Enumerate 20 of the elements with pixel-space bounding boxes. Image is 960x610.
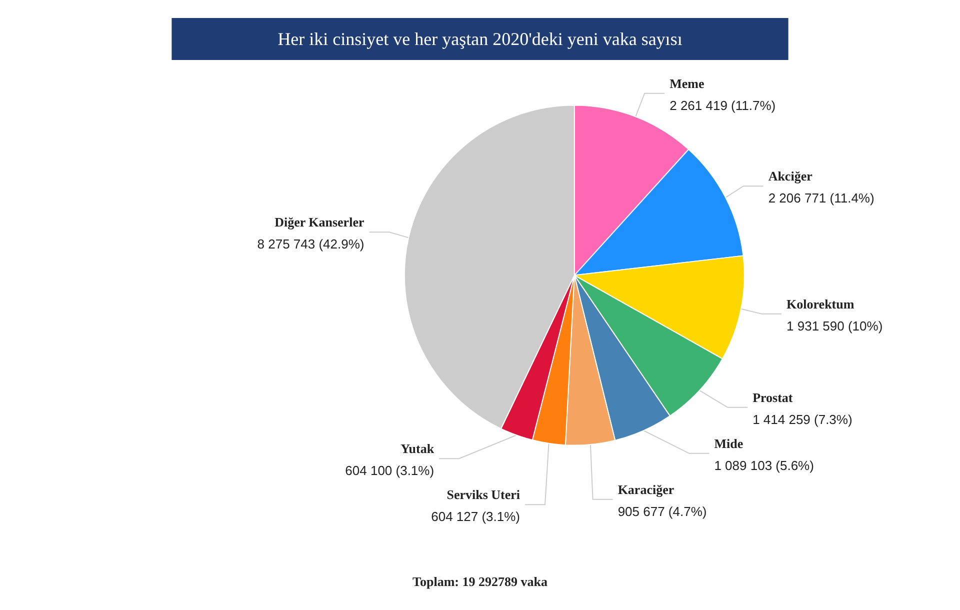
data-label: 1 089 103 (5.6%)	[714, 458, 814, 473]
data-label: 2 261 419 (11.7%)	[670, 98, 776, 113]
slice-label: Serviks Uteri	[446, 487, 520, 502]
slice-label: Karaciğer	[618, 482, 674, 497]
slice-label: Akciğer	[768, 168, 813, 184]
data-label: 1 414 259 (7.3%)	[752, 412, 852, 427]
chart-title: Her iki cinsiyet ve her yaştan 2020'deki yeni vaka sayısı	[278, 29, 682, 49]
slice-label: Yutak	[400, 441, 435, 456]
data-label: 8 275 743 (42.9%)	[257, 236, 364, 252]
slice-label: Mide	[714, 436, 744, 451]
slice-label: Prostat	[752, 390, 794, 405]
text: Toplam: 19 292789 vaka	[412, 574, 548, 589]
slice-label: Diğer Kanserler	[274, 214, 364, 230]
slice-label: Kolorektum	[786, 296, 854, 312]
data-label: 604 127 (3.1%)	[431, 509, 520, 524]
data-label: 905 677 (4.7%)	[618, 504, 707, 519]
data-label: 604 100 (3.1%)	[345, 463, 434, 478]
slice-label: Meme	[670, 76, 704, 91]
data-label: 1 931 590 (10%)	[786, 318, 883, 334]
data-label: 2 206 771 (11.4%)	[768, 190, 874, 206]
